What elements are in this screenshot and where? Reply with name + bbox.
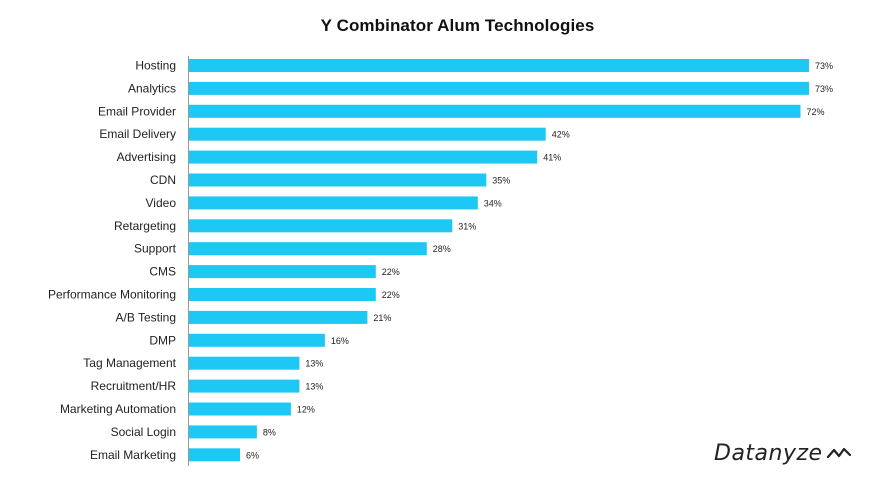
bar-advertising	[189, 150, 538, 164]
value-label: 8%	[263, 427, 276, 437]
brand-name: Datanyze	[714, 440, 823, 466]
category-label: CDN	[150, 173, 176, 187]
bar-analytics	[189, 81, 809, 95]
category-label: Advertising	[117, 150, 176, 164]
bar-performance-monitoring	[189, 288, 376, 301]
category-label: Hosting	[135, 59, 176, 73]
bar-recruitment-hr	[189, 379, 300, 393]
value-label: 13%	[305, 359, 323, 369]
bar-email-provider	[189, 104, 801, 118]
category-label: CMS	[149, 265, 176, 279]
bar-video	[189, 196, 478, 210]
value-label: 16%	[331, 336, 349, 346]
value-label: 73%	[815, 84, 833, 94]
category-label: Tag Management	[83, 356, 176, 370]
bar-dmp	[189, 333, 325, 347]
datanyze-logo: Datanyze	[714, 438, 851, 468]
value-label: 42%	[552, 130, 570, 140]
bar-a-b-testing	[189, 310, 368, 324]
wave-icon	[826, 447, 851, 459]
value-label: 41%	[543, 153, 561, 163]
category-label: Analytics	[128, 81, 176, 95]
bar-social-login	[189, 425, 257, 439]
bar-support	[189, 242, 427, 256]
category-label: Retargeting	[114, 219, 176, 233]
value-label: 6%	[246, 450, 259, 460]
chart-title: Y Combinator Alum Technologies	[320, 16, 595, 35]
value-label: 12%	[297, 405, 315, 415]
bar-email-delivery	[189, 127, 546, 141]
category-label: Marketing Automation	[60, 402, 176, 416]
category-label: A/B Testing	[116, 310, 176, 324]
value-label: 28%	[433, 244, 451, 254]
value-label: 21%	[373, 313, 391, 323]
category-label: Email Marketing	[90, 448, 176, 462]
value-label: 35%	[492, 176, 510, 186]
bar-hosting	[189, 59, 809, 72]
category-label: Performance Monitoring	[48, 288, 176, 302]
category-label: DMP	[149, 333, 176, 347]
value-label: 73%	[815, 61, 833, 71]
value-label: 72%	[807, 107, 825, 117]
bar-marketing-automation	[189, 402, 291, 416]
category-label: Support	[134, 242, 177, 256]
value-label: 13%	[305, 382, 323, 392]
bar-email-marketing	[189, 448, 240, 462]
category-label: Email Delivery	[99, 127, 176, 141]
value-label: 31%	[458, 221, 476, 231]
bar-retargeting	[189, 219, 453, 233]
value-label: 34%	[484, 198, 502, 208]
category-label: Recruitment/HR	[91, 379, 177, 393]
value-label: 22%	[382, 290, 400, 300]
bars-group: Hosting 73% Analytics 73% Email Provider 72% E…	[48, 59, 833, 462]
value-label: 22%	[382, 267, 400, 277]
bar-cdn	[189, 173, 487, 187]
bar-tag-management	[189, 356, 300, 370]
category-label: Video	[146, 196, 177, 210]
bar-cms	[189, 265, 376, 279]
category-label: Email Provider	[98, 104, 176, 118]
category-label: Social Login	[111, 425, 176, 439]
